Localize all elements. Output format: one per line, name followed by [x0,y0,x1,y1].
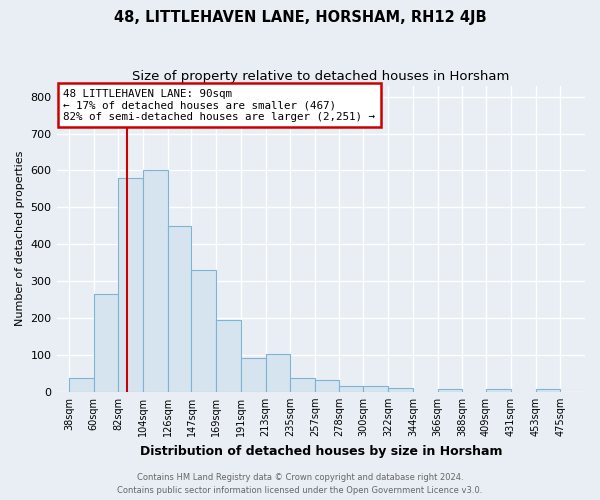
Bar [486,389,511,392]
Bar [143,170,168,392]
Bar [388,388,413,392]
Bar [94,294,118,392]
Bar [118,178,143,392]
Bar [364,386,388,392]
X-axis label: Distribution of detached houses by size in Horsham: Distribution of detached houses by size … [140,444,502,458]
Text: 48, LITTLEHAVEN LANE, HORSHAM, RH12 4JB: 48, LITTLEHAVEN LANE, HORSHAM, RH12 4JB [113,10,487,25]
Bar [191,270,216,392]
Bar [339,386,364,392]
Y-axis label: Number of detached properties: Number of detached properties [15,151,25,326]
Bar [315,380,339,392]
Bar [216,320,241,392]
Bar [290,378,315,392]
Text: 48 LITTLEHAVEN LANE: 90sqm
← 17% of detached houses are smaller (467)
82% of sem: 48 LITTLEHAVEN LANE: 90sqm ← 17% of deta… [63,88,375,122]
Text: Contains HM Land Registry data © Crown copyright and database right 2024.
Contai: Contains HM Land Registry data © Crown c… [118,474,482,495]
Bar [536,389,560,392]
Bar [241,358,266,392]
Bar [438,389,463,392]
Bar [69,378,94,392]
Title: Size of property relative to detached houses in Horsham: Size of property relative to detached ho… [132,70,509,83]
Bar [266,354,290,392]
Bar [168,226,191,392]
